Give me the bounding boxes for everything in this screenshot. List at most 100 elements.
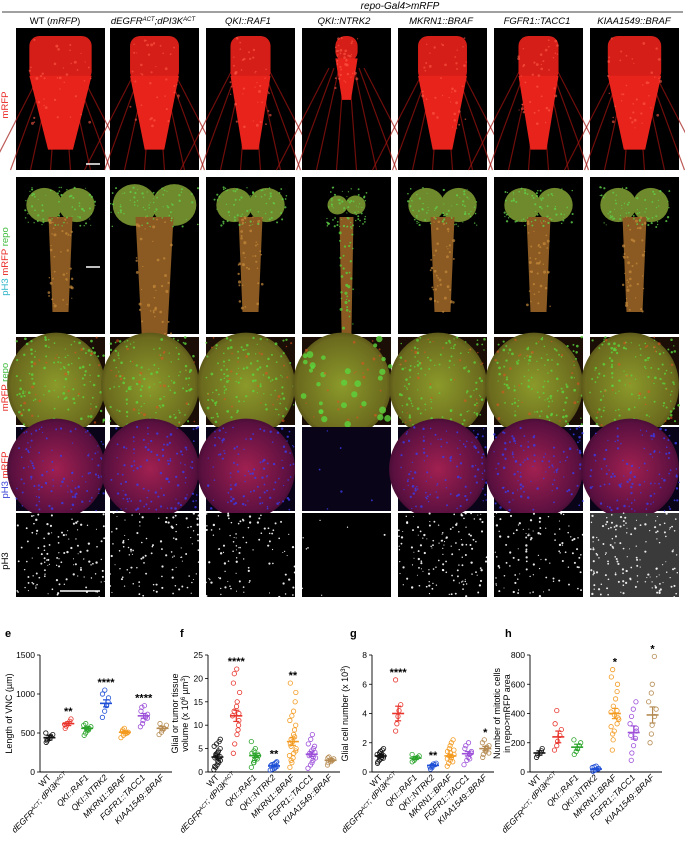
data-point-f-0-12 [215,759,221,765]
data-point-f-4-13 [292,699,298,705]
data-point-h-4-2 [611,728,617,734]
y-label-f: Glial or tumor tissuevolume (x 106 µm3) [170,673,190,753]
data-point-f-4-4 [293,745,299,752]
data-point-f-4-19 [293,748,299,754]
significance-f-1: **** [228,656,246,668]
data-point-f-4-11 [289,713,295,719]
significance-g-1: **** [390,667,408,679]
data-point-e-3-1 [102,708,108,714]
data-point-g-1-5 [392,677,399,683]
column-header-3: QKI::NTRK2 [318,16,372,27]
data-point-g-5-5 [462,745,468,752]
data-point-h-1-6 [554,707,560,714]
data-point-h-1-2 [555,738,561,744]
data-point-h-4-3 [614,721,620,727]
data-point-g-5-1 [464,757,470,763]
data-point-f-4-21 [288,757,294,763]
significance-g-6: * [483,727,488,739]
data-point-h-4-7 [612,696,619,702]
data-point-h-6-0 [647,740,653,746]
data-point-g-5-8 [467,756,473,762]
column-header-2: QKI::RAF1 [225,16,271,27]
data-point-f-1-8 [234,699,240,705]
y-tick-label-e-1: 500 [21,728,35,738]
data-point-h-6-8 [651,653,657,660]
y-tick-label-g-3: 6 [362,679,367,689]
data-point-g-6-9 [486,750,492,756]
data-point-f-2-10 [248,738,254,745]
data-point-f-5-11 [308,736,314,742]
data-point-f-5-2 [309,760,315,766]
data-point-f-1-12 [234,666,240,672]
data-point-f-4-8 [291,727,298,733]
data-point-g-1-0 [393,728,399,734]
y-tick-label-e-0: 0 [30,767,35,777]
data-point-g-1-4 [398,702,404,708]
panel-letter-f: f [180,628,184,640]
data-point-h-2-1 [573,748,579,755]
data-point-h-5-0 [628,757,634,763]
y-tick-label-f-5: 25 [194,650,204,660]
panel-letter-h: h [505,628,512,640]
data-point-f-4-14 [293,689,299,696]
y-tick-label-e-2: 1000 [16,689,35,699]
data-point-h-4-9 [614,681,621,687]
data-point-g-4-7 [447,743,453,749]
column-headers: WT (mRFP) dEGFRACT;dPI3KACT QKI::RAF1 QKI::… [30,16,672,27]
data-point-f-0-9 [217,745,223,752]
data-point-g-4-0 [444,763,450,769]
data-point-h-1-5 [552,721,558,727]
data-point-h-4-15 [608,724,614,730]
panel-letter-g: g [350,628,357,640]
data-point-h-6-5 [646,699,652,705]
data-point-f-2-11 [251,760,257,766]
significance-h-4: * [613,657,618,669]
data-point-e-3-6 [102,687,108,693]
data-point-h-4-0 [609,747,615,753]
data-point-f-1-10 [230,680,237,686]
y-tick-label-h-1: 200 [511,738,525,748]
column-header-5: FGFR1::TACC1 [504,16,571,27]
y-tick-label-f-2: 10 [194,720,204,730]
data-point-e-5-0 [137,724,144,730]
data-point-h-4-11 [610,667,616,673]
data-point-h-5-2 [630,743,637,749]
data-point-e-3-0 [99,714,106,721]
data-point-g-1-3 [396,707,402,714]
data-point-f-5-10 [305,741,311,747]
y-label-h: Number of mitotic cellsin repo>mRFP area [492,667,512,759]
data-point-g-4-9 [450,737,456,743]
data-point-g-0-9 [380,745,387,752]
row-stain-1: pH3 mRFP repo [0,227,11,295]
data-point-h-6-1 [648,731,654,737]
data-point-f-4-0 [287,764,293,770]
significance-g-3: ** [429,750,438,762]
data-point-g-4-14 [451,747,457,753]
data-point-f-1-1 [232,741,238,747]
row-stain-0: mRFP [0,92,11,119]
data-point-h-4-14 [616,716,622,722]
data-point-g-1-1 [394,721,400,727]
significance-e-5: **** [135,693,153,705]
data-point-f-1-4 [236,717,242,724]
y-tick-label-h-3: 600 [511,679,525,689]
data-point-f-4-1 [289,760,295,766]
data-point-f-1-6 [231,708,237,714]
data-point-h-4-8 [614,688,620,695]
data-point-f-4-18 [292,734,298,740]
y-tick-label-g-2: 4 [362,709,367,719]
y-tick-label-g-1: 2 [362,738,367,748]
y-tick-label-h-0: 0 [520,767,525,777]
chart-panel-f: f 0 5 10 15 20 25 Glial or tumor tissuevolume (… [170,628,340,835]
data-point-h-5-5 [627,721,633,727]
data-point-h-4-6 [610,703,616,709]
y-label-g: Glial cell number (x 103) [340,666,350,762]
data-point-h-5-9 [633,725,639,731]
data-point-g-5-6 [463,743,469,749]
data-point-h-6-7 [649,681,655,687]
data-point-h-6-2 [649,722,655,728]
data-point-f-5-0 [305,765,311,771]
data-point-f-2-0 [248,764,254,770]
